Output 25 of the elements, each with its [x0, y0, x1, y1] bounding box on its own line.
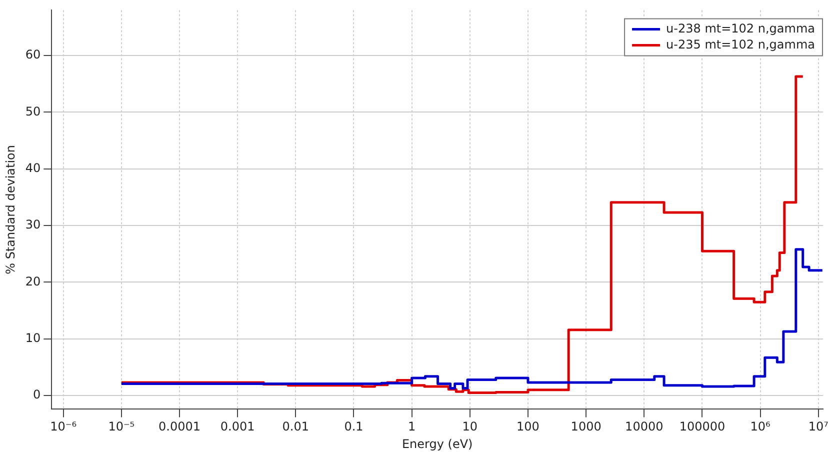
- x-axis-title: Energy (eV): [402, 436, 473, 451]
- y-tick-label: 40: [25, 161, 41, 176]
- y-tick-label: 20: [25, 274, 41, 288]
- x-tick-label: 10⁻⁵: [108, 420, 135, 434]
- y-tick-label: 60: [25, 48, 41, 62]
- x-tick-label: 0.001: [220, 420, 255, 434]
- x-tick-label: 1000: [570, 420, 602, 434]
- x-tick-label: 0.01: [282, 420, 310, 434]
- x-tick-label: 0.0001: [158, 420, 200, 434]
- y-tick-label: 50: [25, 104, 41, 118]
- legend-label: u-235 mt=102 n,gamma: [666, 37, 816, 52]
- x-tick-label: 10000: [625, 420, 664, 434]
- y-tick-label: 0: [33, 388, 41, 402]
- legend-label: u-238 mt=102 n,gamma: [666, 21, 816, 36]
- y-axis-title: % Standard deviation: [3, 144, 18, 274]
- y-tick-label: 30: [25, 218, 41, 232]
- x-tick-label: 10⁻⁶: [50, 420, 77, 434]
- x-tick-label: 10: [462, 420, 478, 434]
- x-tick-label: 0.1: [344, 420, 364, 434]
- x-tick-label: 10⁶: [750, 420, 771, 434]
- y-tick-label: 10: [25, 331, 41, 346]
- x-tick-label: 10⁷: [808, 420, 829, 434]
- x-tick-label: 100: [516, 420, 540, 434]
- x-tick-label: 1: [408, 420, 416, 434]
- x-tick-label: 100000: [679, 420, 726, 434]
